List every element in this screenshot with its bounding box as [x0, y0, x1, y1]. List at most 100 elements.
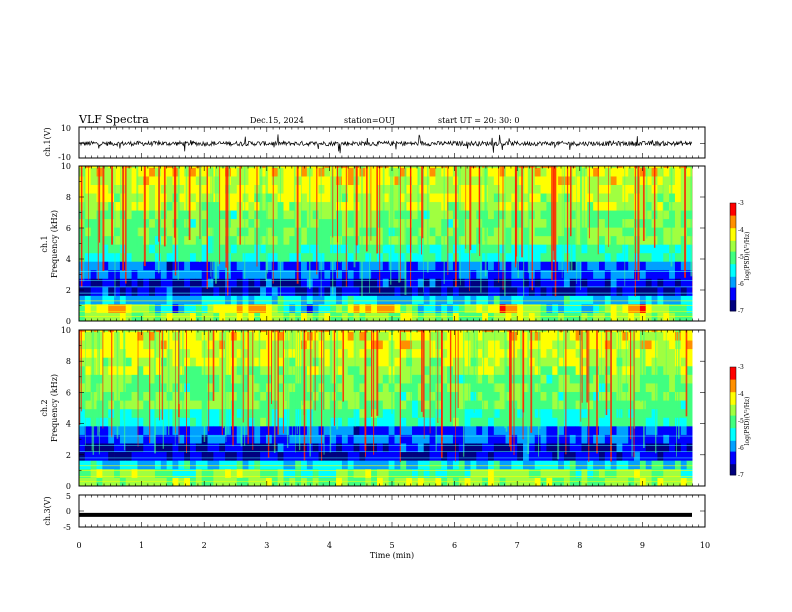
spectrogram-cell — [593, 176, 600, 185]
spectrogram-cell — [330, 218, 337, 228]
spectrogram-cell — [84, 417, 92, 427]
spectrogram-cell — [248, 374, 255, 384]
spectrogram-cell — [143, 184, 150, 194]
spectrogram-cell — [499, 400, 506, 410]
spectrogram-cell — [429, 166, 436, 168]
spectrogram-cell — [523, 166, 530, 168]
spectrogram-cell — [423, 269, 430, 279]
spectrogram-cell — [546, 391, 553, 401]
spectrogram-cell — [458, 278, 466, 288]
spectrogram-cell — [312, 252, 319, 262]
spectrogram-cell — [593, 468, 600, 478]
spectrogram-cell — [166, 365, 173, 375]
spectrogram-cell — [260, 269, 267, 279]
spectrogram-cell — [143, 330, 150, 332]
spectrogram-cell — [178, 468, 185, 478]
spectrogram-cell — [558, 184, 565, 194]
spectrogram-cell — [680, 383, 688, 393]
spectrogram-cell — [686, 227, 693, 237]
spectrogram-cell — [476, 425, 483, 435]
spectrogram-cell — [108, 278, 115, 288]
spectrogram-cell — [429, 235, 436, 245]
spectrogram-cell — [552, 434, 559, 444]
spectrogram-cell — [686, 417, 693, 427]
spectrogram-cell — [178, 477, 185, 487]
spectrogram-cell — [190, 417, 197, 427]
spectrogram-cell — [365, 166, 372, 168]
spectrogram-cell — [341, 269, 349, 279]
spectrogram-cell — [312, 235, 319, 245]
freq-tick-label: 6 — [66, 224, 71, 233]
spectrogram-cell — [616, 340, 623, 350]
spectrogram-cell — [657, 477, 664, 487]
spectrogram-cell — [423, 357, 430, 367]
spectrogram-cell — [289, 218, 296, 228]
spectrogram-cell — [96, 244, 103, 254]
spectrogram-cell — [353, 303, 360, 313]
spectrogram-cell — [645, 184, 652, 194]
spectrogram-cell — [277, 330, 284, 332]
spectrogram-cell — [400, 477, 407, 487]
spectrogram-cell — [487, 383, 495, 393]
sferic-streak — [159, 166, 160, 262]
spectrogram-cell — [178, 340, 185, 350]
spectrogram-cell — [505, 340, 512, 350]
spectrogram-cell — [528, 477, 536, 487]
colorbar-segment — [730, 294, 736, 297]
spectrogram-cell — [593, 227, 600, 237]
spectrogram-cell — [412, 176, 419, 185]
spectrogram-cell — [201, 269, 208, 279]
spectrogram-cell — [546, 244, 553, 254]
spectrogram-cell — [400, 303, 407, 313]
spectrogram-cell — [610, 417, 617, 427]
sferic-streak — [478, 166, 481, 244]
spectrogram-cell — [108, 312, 115, 322]
spectrogram-cell — [394, 468, 401, 478]
spectrogram-cell — [610, 227, 617, 237]
spectrogram-cell — [663, 434, 670, 444]
spectrogram-cell — [628, 244, 635, 254]
spectrogram-cell — [178, 330, 185, 332]
spectrogram-cell — [312, 166, 319, 168]
spectrogram-cell — [552, 340, 559, 350]
spectrogram-cell — [324, 443, 331, 453]
spectrogram-cell — [166, 477, 173, 487]
sferic-streak — [640, 330, 642, 403]
spectrogram-cell — [523, 184, 530, 194]
spectrogram-cell — [347, 365, 354, 375]
spectrogram-cell — [312, 193, 319, 203]
spectrogram-cell — [201, 244, 208, 254]
spectrogram-cell — [487, 434, 495, 444]
spectrogram-cell — [225, 303, 232, 313]
sferic-streak — [188, 166, 191, 241]
spectrogram-cell — [429, 278, 436, 288]
spectrogram-cell — [482, 468, 489, 478]
spectrogram-cell — [546, 477, 553, 487]
spectrogram-cell — [125, 451, 132, 461]
spectrogram-cell — [254, 468, 261, 478]
sferic-streak — [342, 330, 345, 402]
spectrogram-cell — [149, 348, 156, 358]
spectrogram-cell — [79, 331, 86, 341]
spectrogram-cell — [546, 312, 553, 322]
spectrogram-cell — [634, 348, 641, 358]
spectrogram-cell — [546, 417, 553, 427]
spectrogram-cell — [423, 193, 430, 203]
spectrogram-cell — [406, 235, 413, 245]
spectrogram-cell — [452, 408, 460, 418]
spectrogram-cell — [341, 348, 349, 358]
spectrogram-cell — [511, 460, 518, 470]
sferic-streak — [111, 330, 113, 438]
colorbar-tick-label: -6 — [738, 281, 744, 288]
spectrogram-cell — [265, 227, 273, 237]
spectrogram-cell — [622, 166, 629, 168]
spectrogram-cell — [669, 348, 676, 358]
spectrogram-cell — [406, 460, 413, 470]
spectrogram-cell — [365, 391, 372, 401]
spectrogram-cell — [382, 460, 390, 470]
spectrogram-cell — [289, 477, 296, 487]
colorbar-segment — [730, 305, 736, 308]
spectrogram-cell — [406, 330, 413, 332]
spectrogram-cell — [517, 451, 524, 461]
spectrogram-cell — [523, 340, 530, 350]
